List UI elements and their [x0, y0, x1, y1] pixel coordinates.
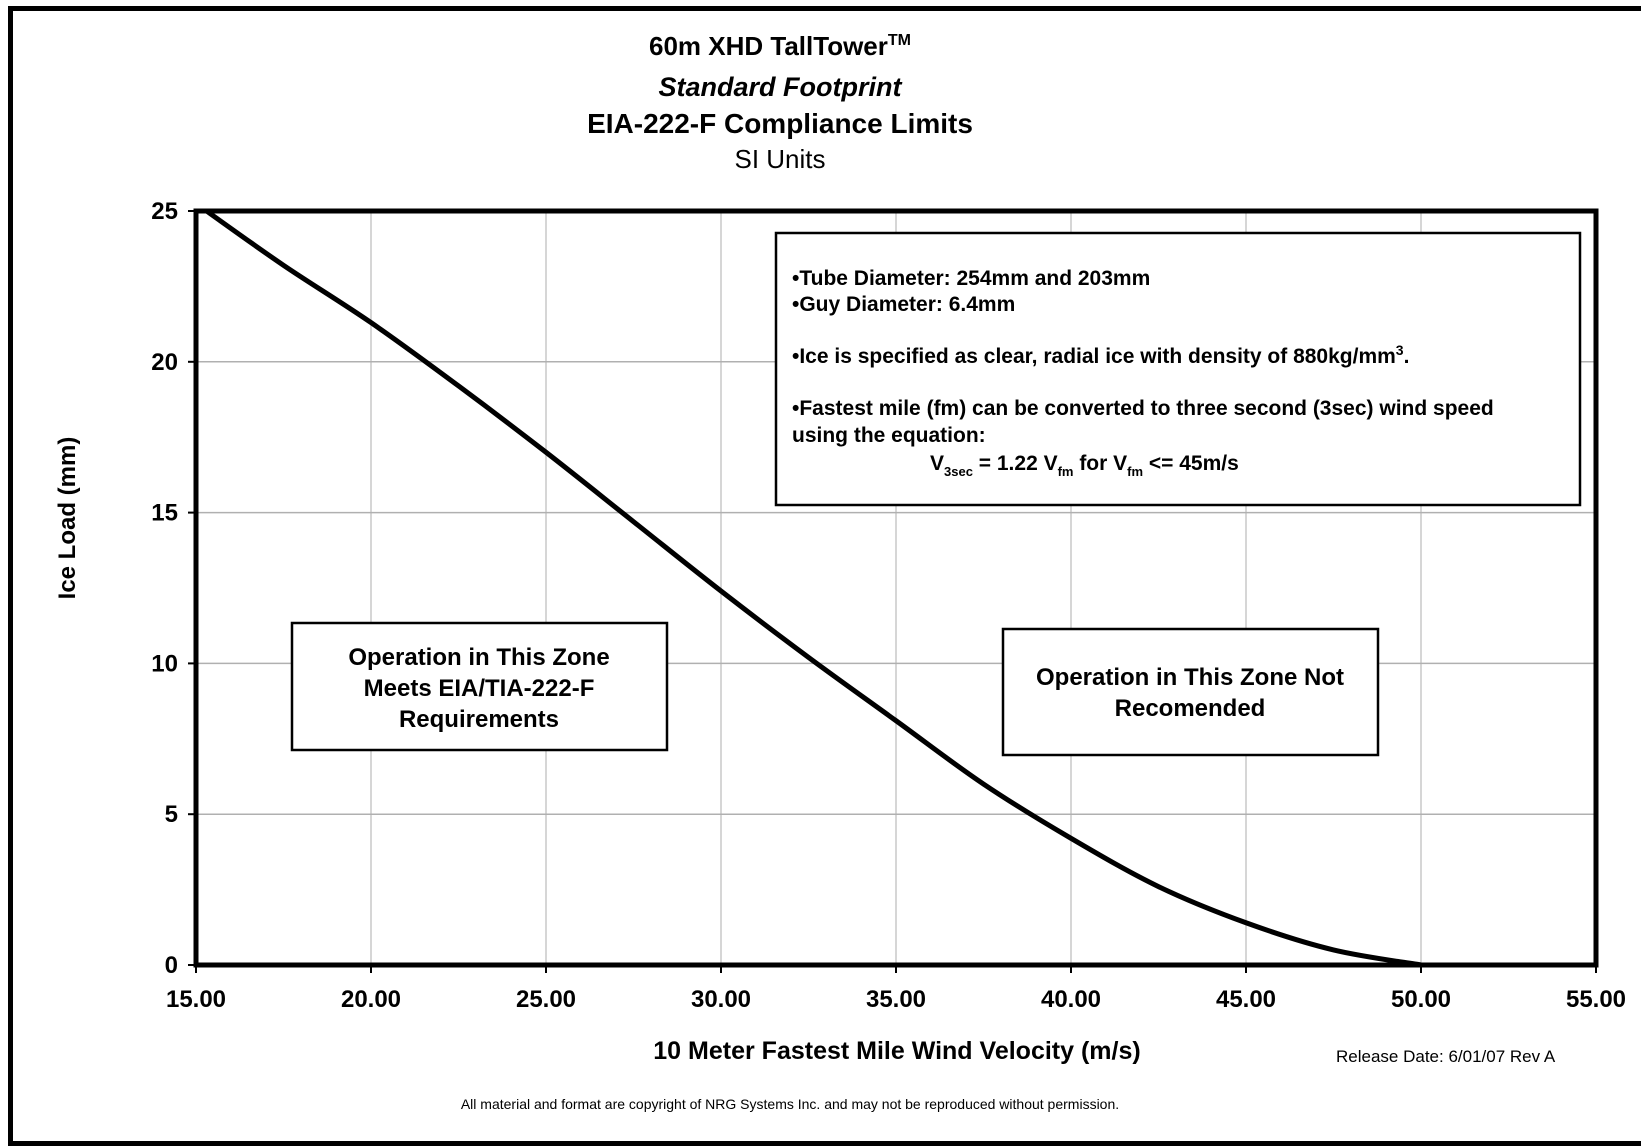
zone-not-box: Operation in This Zone Not Recomended — [1001, 627, 1380, 757]
series-layer — [204, 208, 1424, 968]
y-axis-ticks: 0 5 10 15 20 25 — [151, 198, 196, 979]
y-tick-label: 20 — [151, 349, 178, 376]
y-axis-label: Ice Load (mm) — [54, 437, 81, 600]
x-tick-label: 55.00 — [1566, 986, 1626, 1013]
notes-box: •Tube Diameter: 254mm and 203mm •Guy Dia… — [774, 231, 1582, 507]
ice-load-limit-line — [204, 208, 1424, 968]
x-tick-label: 40.00 — [1041, 986, 1101, 1013]
x-tick-label: 30.00 — [691, 986, 751, 1013]
note-tube: •Tube Diameter: 254mm and 203mm — [792, 267, 1150, 290]
zone-not-line2: Recomended — [1115, 695, 1266, 722]
y-tick-label: 5 — [165, 801, 178, 828]
y-tick-label: 25 — [151, 198, 178, 225]
zone-meets-line1: Operation in This Zone — [348, 644, 609, 671]
note-ice: •Ice is specified as clear, radial ice w… — [792, 342, 1409, 368]
release-date: Release Date: 6/01/07 Rev A — [1336, 1047, 1556, 1066]
chart-subtitle-italic: Standard Footprint — [659, 72, 903, 102]
x-tick-label: 50.00 — [1391, 986, 1451, 1013]
x-tick-label: 35.00 — [866, 986, 926, 1013]
zone-meets-box: Operation in This Zone Meets EIA/TIA-222… — [290, 621, 669, 752]
y-tick-label: 15 — [151, 500, 178, 527]
note-fastest-line1: •Fastest mile (fm) can be converted to t… — [792, 397, 1494, 420]
chart-units-line: SI Units — [734, 144, 825, 174]
chart-subtitle: EIA-222-F Compliance Limits — [587, 108, 973, 139]
x-axis-label: 10 Meter Fastest Mile Wind Velocity (m/s… — [653, 1037, 1140, 1065]
copyright-notice: All material and format are copyright of… — [461, 1096, 1119, 1112]
y-tick-label: 10 — [151, 650, 178, 677]
chart-title: 60m XHD TallTowerTM — [649, 31, 911, 61]
x-tick-label: 45.00 — [1216, 986, 1276, 1013]
zone-meets-line2: Meets EIA/TIA-222-F — [364, 675, 595, 702]
x-axis-ticks: 15.00 20.00 25.00 30.00 35.00 40.00 45.00 50.00… — [166, 965, 1626, 1013]
note-equation: V3sec = 1.22 Vfm for Vfm <= 45m/s — [930, 452, 1239, 479]
x-tick-label: 20.00 — [341, 986, 401, 1013]
note-guy: •Guy Diameter: 6.4mm — [792, 293, 1015, 316]
zone-not-line1: Operation in This Zone Not — [1036, 664, 1344, 691]
x-tick-label: 15.00 — [166, 986, 226, 1013]
y-tick-label: 0 — [165, 952, 178, 979]
note-fastest-line2: using the equation: — [792, 424, 986, 447]
x-tick-label: 25.00 — [516, 986, 576, 1013]
zone-meets-line3: Requirements — [399, 706, 559, 733]
